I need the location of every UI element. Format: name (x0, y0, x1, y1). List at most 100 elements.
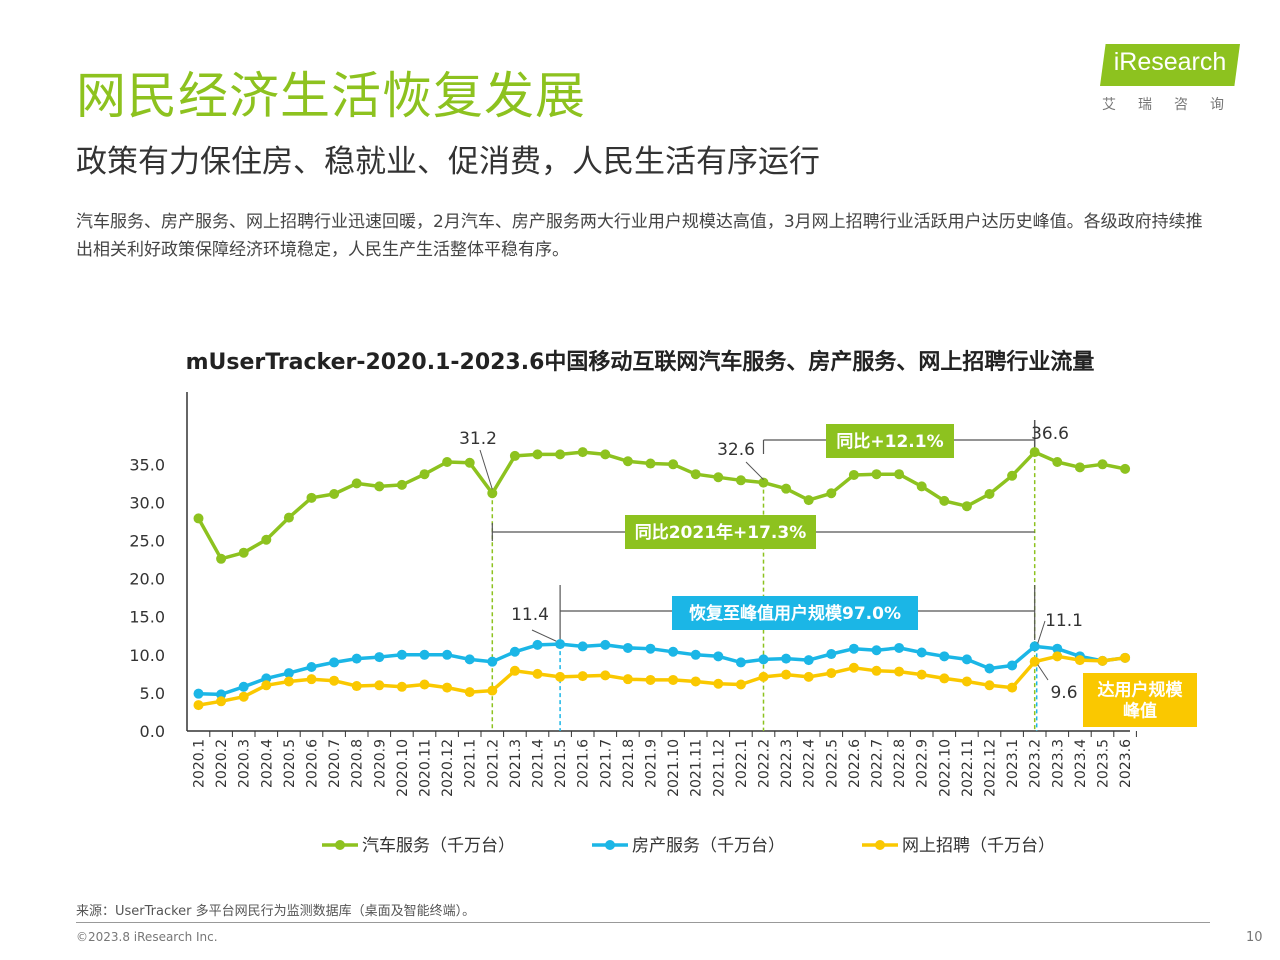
data-point-s1-15 (532, 639, 543, 650)
chart-title: mUserTracker-2020.1-2023.6中国移动互联网汽车服务、房产… (185, 350, 1095, 375)
data-point-s1-3 (261, 673, 272, 684)
x-tick-label: 2022.1 (734, 739, 750, 788)
data-point-s2-41 (1120, 652, 1131, 663)
data-label-2022-2: 32.6 (717, 440, 755, 460)
x-tick-label: 2023.5 (1096, 739, 1112, 788)
data-point-s0-12 (464, 457, 475, 468)
y-tick-label: 30.0 (129, 493, 165, 512)
x-tick-label: 2020.6 (305, 739, 321, 788)
leader-2023-2-yellow (1037, 664, 1049, 681)
x-tick-label: 2020.10 (395, 739, 411, 797)
x-tick-label: 2023.6 (1118, 739, 1134, 788)
data-point-s1-38 (1052, 643, 1063, 654)
logo-badge (1100, 44, 1240, 86)
x-tick-label: 2022.6 (847, 739, 863, 788)
data-point-s2-35 (984, 680, 995, 691)
x-tick-label: 2021.5 (553, 739, 569, 788)
callout-yoy-box (826, 424, 954, 458)
logo-name: iResearch (1113, 48, 1227, 76)
data-point-s1-31 (894, 642, 905, 653)
x-tick-label: 2022.11 (960, 739, 976, 797)
x-tick-label: 2021.10 (666, 739, 682, 797)
callout-recovery-text: 恢复至峰值用户规模97.0% (689, 603, 901, 624)
callout-vs2021-box (625, 515, 816, 549)
x-tick-label: 2021.4 (531, 739, 547, 788)
x-tick-label: 2020.5 (282, 739, 298, 788)
x-tick-label: 2022.10 (937, 739, 953, 797)
callout-recovery-box (672, 596, 918, 630)
x-tick-label: 2020.11 (418, 739, 434, 797)
data-point-s2-26 (781, 669, 792, 680)
data-point-s1-22 (690, 649, 701, 660)
data-point-s1-8 (374, 652, 385, 663)
data-point-s1-2 (238, 681, 249, 692)
callout-yoy-text: 同比+12.1% (836, 431, 943, 452)
y-tick-label: 20.0 (129, 570, 165, 589)
leader-2022-2 (745, 461, 764, 480)
data-point-s1-9 (396, 649, 407, 660)
data-point-s2-27 (803, 671, 814, 682)
data-point-s0-30 (871, 469, 882, 480)
data-point-s2-13 (487, 685, 498, 696)
data-point-s0-22 (690, 469, 701, 480)
data-point-s1-23 (713, 651, 724, 662)
data-point-s1-21 (668, 646, 679, 657)
data-label-2021-5: 11.4 (511, 605, 549, 625)
data-point-s1-7 (351, 653, 362, 664)
data-point-s2-40 (1097, 655, 1108, 666)
page-title: 网民经济生活恢复发展 (76, 67, 586, 125)
data-point-s0-37 (1029, 447, 1040, 458)
data-point-s2-0 (193, 700, 204, 711)
data-point-s2-19 (622, 674, 633, 685)
x-tick-label: 2020.7 (327, 739, 343, 788)
iresearch-logo: iResearch 艾瑞咨询 (1100, 44, 1250, 114)
data-point-s2-39 (1074, 655, 1085, 666)
data-point-s0-2 (238, 547, 249, 558)
legend-label-1: 房产服务（千万台） (632, 836, 785, 856)
x-tick-label: 2022.8 (892, 739, 908, 788)
x-tick-label: 2021.6 (576, 739, 592, 788)
legend-marker-2 (875, 840, 885, 850)
data-point-s0-26 (781, 483, 792, 494)
data-point-s2-6 (329, 675, 340, 686)
data-point-s2-4 (283, 676, 294, 687)
data-point-s1-37 (1029, 641, 1040, 652)
data-point-s0-5 (306, 492, 317, 503)
data-point-s1-11 (442, 649, 453, 660)
data-point-s2-12 (464, 687, 475, 698)
x-tick-label: 2020.4 (259, 739, 275, 788)
x-tick-label: 2022.3 (779, 739, 795, 788)
data-point-s0-0 (193, 513, 204, 524)
y-tick-label: 25.0 (129, 532, 165, 551)
x-tick-label: 2022.4 (802, 739, 818, 788)
data-point-s1-33 (939, 651, 950, 662)
data-point-s0-36 (1007, 470, 1018, 481)
data-label-2023-2-yellow: 9.6 (1050, 683, 1077, 703)
x-tick-label: 2021.11 (689, 739, 705, 797)
x-tick-label: 2023.1 (1005, 739, 1021, 788)
logo-subtitle: 艾瑞咨询 (1102, 97, 1246, 113)
data-point-s0-27 (803, 495, 814, 506)
data-point-s1-25 (758, 654, 769, 665)
page-subtitle: 政策有力保住房、稳就业、促消费，人民生活有序运行 (76, 144, 820, 180)
data-point-s1-14 (509, 646, 520, 657)
data-point-s0-16 (555, 449, 566, 460)
data-point-s2-25 (758, 671, 769, 682)
data-point-s2-36 (1007, 682, 1018, 693)
data-point-s0-32 (916, 481, 927, 492)
data-point-s0-6 (329, 489, 340, 500)
data-point-s0-28 (826, 488, 837, 499)
data-point-s1-16 (555, 639, 566, 650)
data-point-s2-37 (1029, 656, 1040, 667)
data-point-s2-18 (600, 670, 611, 681)
leader-2023-2-blue (1037, 620, 1046, 644)
data-point-s1-26 (781, 653, 792, 664)
y-tick-label: 15.0 (129, 608, 165, 627)
data-point-s1-20 (645, 643, 656, 654)
data-point-s1-13 (487, 656, 498, 667)
x-tick-label: 2023.2 (1028, 739, 1044, 788)
footer-divider (76, 922, 1210, 923)
x-tick-label: 2022.12 (983, 739, 999, 797)
x-tick-label: 2021.2 (485, 739, 501, 788)
